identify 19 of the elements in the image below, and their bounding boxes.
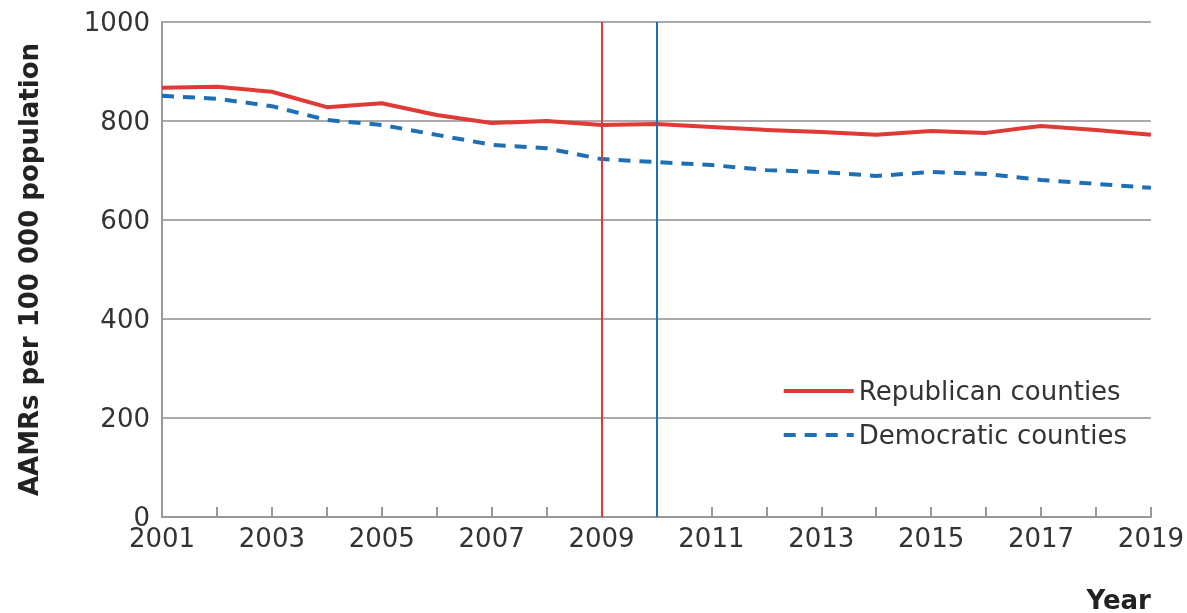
x-tick-label: 2019 <box>1117 523 1184 553</box>
x-tick-label: 2015 <box>898 523 965 553</box>
x-tick-label: 2017 <box>1007 523 1075 553</box>
y-tick-label: 400 <box>100 304 150 334</box>
y-tick-label: 1000 <box>83 7 150 37</box>
legend-label: Republican counties <box>858 376 1121 406</box>
x-tick-label: 2003 <box>238 523 305 553</box>
x-tick-label: 2009 <box>568 523 635 553</box>
x-tick-label: 2005 <box>348 523 415 553</box>
legend-label: Democratic counties <box>858 420 1127 450</box>
y-axis-title: AAMRs per 100 000 population <box>14 42 44 497</box>
x-axis-title: Year <box>1085 585 1152 613</box>
x-tick-label: 2011 <box>678 523 745 553</box>
x-tick-label: 2007 <box>458 523 525 553</box>
y-tick-label: 600 <box>100 205 150 235</box>
line-series <box>160 93 1153 190</box>
y-tick-label: 800 <box>100 106 150 136</box>
x-tick-label: 2013 <box>788 523 855 553</box>
y-tick-label: 200 <box>100 403 150 433</box>
